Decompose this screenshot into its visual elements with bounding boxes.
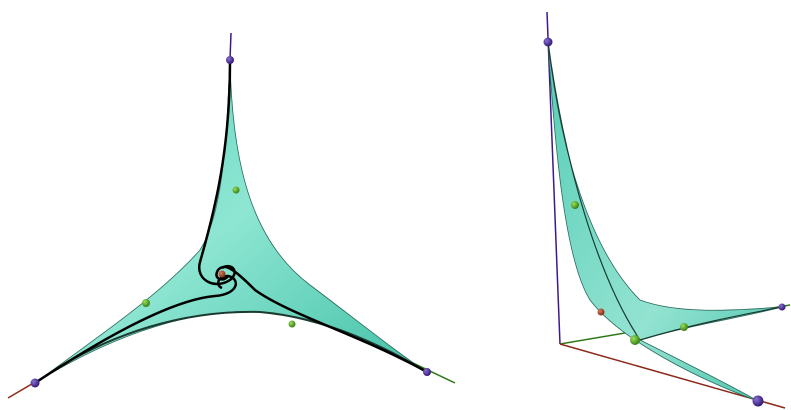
surface-edge bbox=[34, 310, 428, 384]
point bbox=[630, 335, 640, 345]
point bbox=[142, 299, 150, 307]
point bbox=[680, 323, 688, 331]
point bbox=[232, 186, 240, 194]
point bbox=[288, 320, 296, 328]
surface-edge bbox=[547, 41, 783, 341]
surface bbox=[34, 59, 428, 384]
point bbox=[597, 308, 605, 316]
point bbox=[571, 201, 579, 209]
point bbox=[218, 270, 226, 278]
point bbox=[543, 37, 553, 47]
left-view bbox=[7, 32, 456, 399]
point bbox=[778, 303, 786, 311]
point bbox=[423, 368, 431, 376]
right-view bbox=[543, 11, 791, 409]
point bbox=[226, 56, 234, 64]
surface bbox=[547, 41, 783, 402]
axis-z bbox=[546, 11, 561, 345]
point bbox=[752, 395, 764, 407]
point bbox=[30, 378, 40, 388]
curve bbox=[215, 265, 428, 374]
